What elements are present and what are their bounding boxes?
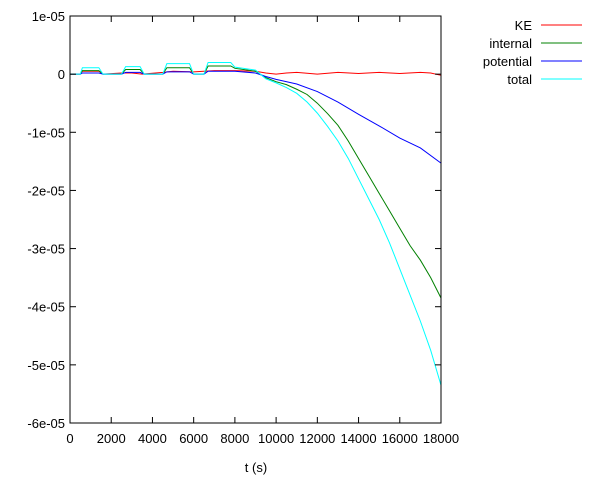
y-tick-label: -6e-05: [27, 416, 65, 431]
x-tick-label: 10000: [258, 431, 294, 446]
x-tick-label: 0: [66, 431, 73, 446]
y-tick-label: 1e-05: [32, 9, 65, 24]
y-tick-label: -3e-05: [27, 242, 65, 257]
legend-entry-internal: internal: [489, 36, 582, 51]
x-tick-label: 6000: [179, 431, 208, 446]
x-tick-label: 2000: [97, 431, 126, 446]
legend-entry-total: total: [507, 72, 582, 87]
series-layer: [70, 62, 442, 386]
legend-label: internal: [489, 36, 532, 51]
y-tick-label: -4e-05: [27, 300, 65, 315]
y-tick-label: -2e-05: [27, 183, 65, 198]
x-tick-label: 12000: [299, 431, 335, 446]
legend: KE internal potential total: [483, 18, 582, 87]
x-tick-label: 8000: [220, 431, 249, 446]
x-tick-label: 16000: [382, 431, 418, 446]
series-line-total: [70, 62, 442, 386]
x-tick-label: 14000: [340, 431, 376, 446]
y-tick-label: -5e-05: [27, 358, 65, 373]
y-tick-label: 0: [58, 67, 65, 82]
legend-entry-KE: KE: [515, 18, 582, 33]
x-tick-label: 18000: [423, 431, 459, 446]
legend-label: KE: [515, 18, 533, 33]
legend-label: total: [507, 72, 532, 87]
series-line-potential: [70, 70, 442, 164]
x-tick-label: 4000: [138, 431, 167, 446]
plot-frame: [69, 15, 442, 424]
legend-entry-potential: potential: [483, 54, 582, 69]
y-tick-label: -1e-05: [27, 125, 65, 140]
x-axis-label: t (s): [245, 460, 267, 475]
axes-layer: 0 2000 4000 6000 8000 10000 12000 14000 16000 180…: [27, 9, 459, 446]
legend-label: potential: [483, 54, 532, 69]
series-line-internal: [70, 65, 442, 299]
